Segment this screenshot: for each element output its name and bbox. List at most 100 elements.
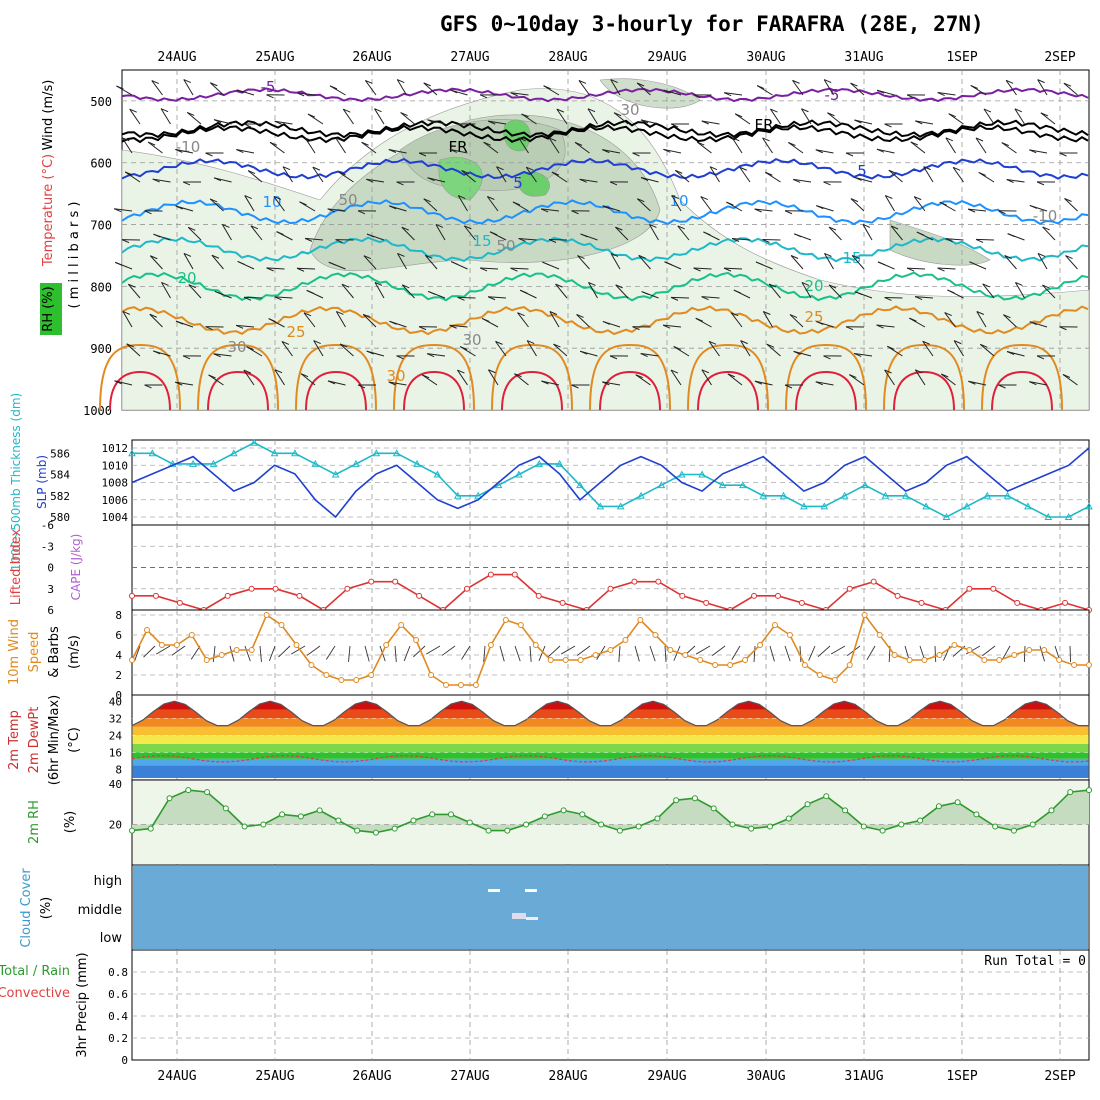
wind-barb (461, 645, 471, 660)
rh2m-line-point (842, 807, 849, 814)
bottom-date-label: 31AUG (844, 1069, 883, 1084)
temp2m-band (132, 752, 1089, 759)
wind10-speed-line-point (801, 662, 808, 668)
wind-barb (403, 645, 411, 662)
thickness-line-point (840, 491, 849, 499)
wind-barb (789, 314, 804, 328)
wind-barb (481, 317, 490, 322)
thickness-line-point (1024, 502, 1032, 510)
wind-barb (553, 343, 568, 357)
precip-convective-label: Convective (0, 986, 70, 1001)
wind-barb (823, 79, 834, 96)
wind-barb (1023, 645, 1026, 663)
wind-barb (401, 284, 415, 299)
wind-barb (1064, 198, 1072, 202)
wind-barb (756, 85, 765, 90)
wind-barb (526, 340, 537, 357)
wind-barb (526, 166, 534, 171)
wind-barb (541, 380, 549, 385)
wind-barb (1015, 281, 1023, 286)
wind-barb (613, 112, 629, 125)
wind-barb (269, 141, 278, 146)
wind-barb (733, 289, 742, 294)
top-date-label: 31AUG (844, 50, 883, 65)
wind-barb (243, 369, 255, 386)
wind-barb (1062, 374, 1078, 386)
contour-label: 25 (804, 308, 823, 326)
lifted-index-line-point (966, 585, 973, 592)
wind-barb (884, 123, 892, 128)
lifted-index-line-point (224, 592, 231, 599)
bottom-date-label: 25AUG (255, 1069, 294, 1084)
rh2m-line-point (391, 825, 398, 832)
wind-barb (602, 149, 610, 154)
wind10-speed-line-point (742, 657, 749, 663)
wind-barb (457, 369, 465, 374)
wind-barb (374, 282, 385, 299)
wind-barb (982, 283, 995, 299)
contour-label: 15 (842, 249, 861, 267)
wind-barb (459, 346, 468, 351)
wind-barb (160, 108, 169, 113)
wind10-speed-line-point (1026, 647, 1033, 653)
wind-barb (129, 108, 141, 125)
wind-barb (765, 171, 773, 176)
wind-barb (1006, 179, 1014, 183)
wind-barb (578, 80, 590, 96)
wind-barb (149, 313, 157, 318)
wind-barb (427, 177, 435, 182)
rh-legend-swatch (40, 283, 62, 335)
precip-tick-label: 0.6 (108, 988, 128, 1001)
wind-barb (543, 85, 551, 90)
y-tick-label: 500 (90, 95, 112, 109)
temperature-contour (981, 343, 1063, 411)
wind-barb (458, 195, 466, 200)
wind-barb (793, 350, 801, 355)
wind-barb (670, 369, 679, 374)
wind10-speed-line-point (861, 612, 868, 618)
wind-barb (364, 645, 370, 662)
wind-barb (998, 384, 1006, 389)
wind-barb (396, 79, 407, 96)
wind-barb (488, 369, 496, 374)
wind-barb (338, 171, 346, 176)
wind-barb (731, 238, 740, 243)
wind-barb (488, 120, 507, 125)
wind-barb (464, 225, 472, 230)
wind-barb (723, 267, 732, 272)
wind-barb (969, 261, 977, 266)
temperature-contour (687, 343, 769, 411)
wind-barb (213, 119, 222, 124)
rh2m-line-point (785, 815, 792, 822)
wind-barb (152, 178, 171, 183)
wind10-speed-line-point (428, 672, 435, 678)
wind-barb (914, 369, 926, 386)
wind-barb (335, 239, 343, 244)
rh2m-line-point (260, 821, 267, 828)
bottom-date-label: 27AUG (450, 1069, 489, 1084)
wind10-speed-line-point (667, 647, 674, 653)
wind-barb (701, 369, 712, 386)
wind-barb (947, 289, 955, 294)
lifted-index-line-point (846, 585, 853, 592)
temperature-contour (121, 305, 1089, 336)
wind-barb (336, 311, 344, 315)
thickness-line-point (168, 459, 177, 467)
contour-label: 5 (857, 162, 867, 180)
wind-barb (762, 238, 781, 241)
rh2m-line-point (1048, 807, 1055, 814)
li-tick-label: 0 (47, 562, 54, 575)
wind-barb (186, 112, 202, 125)
wind-barb (888, 169, 903, 183)
wind-barb (335, 137, 343, 142)
wind10-speed-line-point (547, 657, 554, 663)
temp2m-band (132, 765, 1089, 778)
wind-barb (1039, 645, 1046, 662)
thickness-line-point (1085, 502, 1093, 510)
wind-barb (1040, 112, 1049, 117)
temperature-contour (589, 343, 671, 411)
bottom-date-label: 28AUG (548, 1069, 587, 1084)
wind-barb (850, 82, 858, 87)
bottom-date-label: 26AUG (352, 1069, 391, 1084)
wind-barb (845, 152, 854, 157)
